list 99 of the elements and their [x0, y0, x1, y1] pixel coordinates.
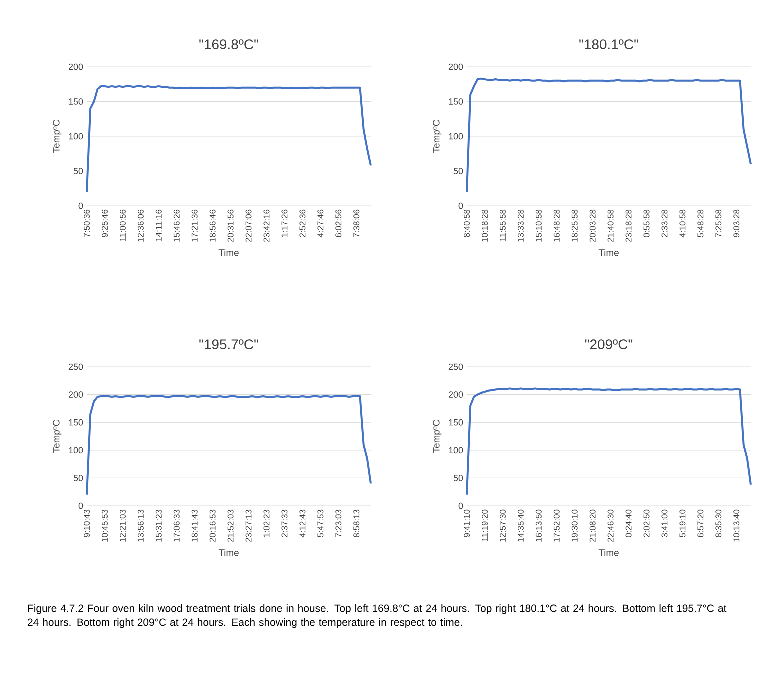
y-tick-label: 50 — [454, 168, 464, 174]
y-tick-label: 100 — [69, 133, 84, 140]
x-tick-label: 20:31:56 — [228, 210, 234, 242]
x-tick-label: 21:52:03 — [228, 510, 234, 542]
y-tick-label: 100 — [449, 133, 464, 140]
chart-title: "195.7ºC" — [200, 340, 258, 350]
x-tick-label: 8:58:13 — [354, 510, 360, 538]
x-tick-label: 2:52:36 — [300, 210, 306, 238]
chart-title: "209ºC" — [585, 340, 633, 350]
x-tick-label: 15:31:23 — [156, 510, 162, 542]
x-tick-label: 13:56:13 — [138, 510, 144, 542]
x-tick-label: 17:52:00 — [554, 510, 560, 542]
y-tick-label: 250 — [448, 364, 464, 370]
y-tick-label: 0 — [78, 202, 84, 210]
y-tick-label: 200 — [68, 392, 84, 398]
x-tick-label: 6:02:56 — [336, 210, 342, 238]
x-tick-label: 17:06:33 — [174, 510, 180, 542]
x-tick-label: 0:55:58 — [644, 210, 650, 238]
x-tick-label: 12:36:06 — [138, 210, 144, 242]
x-tick-label: 7:25:58 — [716, 210, 722, 238]
x-tick-label: 9:10:43 — [84, 510, 90, 538]
x-tick-label: 9:03:28 — [734, 210, 740, 238]
x-tick-label: 20:16:53 — [210, 510, 216, 542]
x-tick-label: 19:30:10 — [572, 510, 578, 542]
x-tick-label: 5:47:53 — [318, 510, 324, 538]
x-tick-label: 8:35:30 — [716, 510, 722, 538]
y-axis-title: TempºC — [433, 120, 442, 153]
x-tick-label: 13:33:28 — [518, 210, 524, 242]
x-tick-label: 16:48:28 — [554, 210, 560, 242]
x-axis-title: Time — [218, 549, 239, 556]
y-tick-label: 50 — [74, 168, 84, 174]
chart-title: "169.8ºC" — [200, 40, 258, 50]
x-tick-label: 11:55:58 — [500, 210, 506, 242]
x-tick-label: 2:02:50 — [644, 510, 650, 538]
y-tick-label: 100 — [449, 447, 464, 454]
x-tick-label: 0:24:40 — [626, 510, 632, 538]
caption: Figure 4.7.2 Four oven kiln wood treatment trials done in house. Top left 169.8°C at 24 hours. Top right 180.1°C at 24 hours. Bottom left 195.7°C at 24 hours. Bottom right 209°C at 24 hours. Each showing the temperature in respect to time. — [28, 604, 727, 628]
x-tick-label: 23:18:28 — [626, 210, 632, 242]
y-axis-title: TempºC — [53, 120, 62, 153]
x-tick-label: 10:18:28 — [482, 210, 488, 242]
x-tick-label: 5:48:28 — [698, 210, 704, 238]
x-tick-label: 4:10:58 — [680, 210, 686, 238]
y-tick-label: 150 — [69, 419, 84, 426]
y-axis-title: TempºC — [433, 420, 442, 453]
x-tick-label: 4:27:46 — [318, 210, 324, 238]
x-tick-label: 12:21:03 — [120, 510, 126, 542]
x-tick-label: 18:41:43 — [192, 510, 198, 542]
x-tick-label: 23:27:13 — [246, 510, 252, 542]
x-tick-label: 9:41:10 — [464, 510, 470, 538]
y-tick-label: 0 — [458, 202, 464, 210]
x-tick-label: 15:10:58 — [536, 210, 542, 242]
y-tick-label: 150 — [449, 419, 464, 426]
x-tick-label: 22:46:30 — [608, 510, 614, 542]
x-tick-label: 18:56:46 — [210, 210, 216, 242]
x-tick-label: 4:12:43 — [300, 510, 306, 538]
x-tick-label: 1:17:26 — [282, 210, 288, 238]
x-tick-label: 21:08:20 — [590, 510, 596, 542]
y-tick-label: 100 — [69, 447, 84, 454]
x-tick-label: 2:37:33 — [282, 510, 288, 538]
x-tick-label: 22:07:06 — [246, 210, 252, 242]
y-tick-label: 200 — [448, 392, 464, 398]
x-tick-label: 10:13:40 — [734, 510, 740, 542]
x-tick-label: 5:19:10 — [680, 510, 686, 538]
x-tick-label: 12:57:30 — [500, 510, 506, 542]
y-tick-label: 0 — [78, 502, 84, 510]
x-tick-label: 7:38:06 — [354, 210, 360, 238]
y-tick-label: 250 — [68, 364, 84, 370]
x-axis-title: Time — [218, 249, 239, 256]
y-axis-title: TempºC — [53, 420, 62, 453]
x-tick-label: 7:23:03 — [336, 510, 342, 538]
y-tick-label: 150 — [449, 98, 464, 105]
x-tick-label: 7:50:36 — [84, 210, 90, 238]
chart-title: "180.1ºC" — [580, 40, 638, 50]
x-tick-label: 14:35:40 — [518, 510, 524, 542]
x-tick-label: 15:46:26 — [174, 210, 180, 242]
x-tick-label: 2:33:28 — [662, 210, 668, 238]
x-tick-label: 20:03:28 — [590, 210, 596, 242]
y-tick-label: 200 — [448, 64, 464, 70]
x-tick-label: 11:00:56 — [120, 210, 126, 242]
x-axis-title: Time — [598, 549, 619, 556]
x-tick-label: 11:19:20 — [482, 510, 488, 542]
x-tick-label: 8:40:58 — [464, 210, 470, 238]
x-tick-label: 3:41:00 — [662, 510, 668, 538]
x-tick-label: 17:21:36 — [192, 210, 198, 242]
x-tick-label: 10:45:53 — [102, 510, 108, 542]
x-tick-label: 18:25:58 — [572, 210, 578, 242]
y-tick-label: 200 — [68, 64, 84, 70]
x-tick-label: 21:40:58 — [608, 210, 614, 242]
x-axis-title: Time — [598, 249, 619, 256]
y-tick-label: 0 — [458, 502, 464, 510]
x-tick-label: 23:42:16 — [264, 210, 270, 242]
x-tick-label: 9:25:46 — [102, 210, 108, 238]
y-tick-label: 150 — [69, 98, 84, 105]
y-tick-label: 50 — [454, 475, 464, 482]
x-tick-label: 14:11:16 — [156, 210, 162, 242]
y-tick-label: 50 — [74, 475, 84, 482]
x-tick-label: 6:57:20 — [698, 510, 704, 538]
x-tick-label: 1:02:23 — [264, 510, 270, 538]
x-tick-label: 16:13:50 — [536, 510, 542, 542]
